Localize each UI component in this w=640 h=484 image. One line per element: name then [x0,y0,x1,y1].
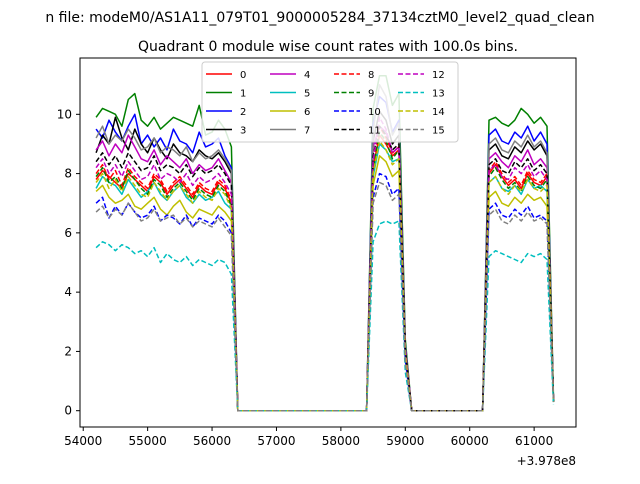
plot-frame [79,57,577,428]
legend-label: 7 [304,126,310,137]
legend-label: 2 [240,107,246,118]
legend-label: 15 [432,126,445,137]
legend-label: 10 [368,107,381,118]
y-tick-label: 2 [64,344,72,358]
x-tick-label: 58000 [322,434,360,448]
y-tick-label: 4 [64,285,72,299]
x-tick-label: 59000 [386,434,424,448]
legend-box [201,61,459,143]
series-line-15 [95,181,555,412]
x-offset-label: +3.978e8 [517,454,576,468]
x-tick-label: 57000 [257,434,295,448]
y-tick-label: 6 [64,226,72,240]
figure-suptitle: n file: modeM0/AS1A11_079T01_9000005284_… [45,10,594,26]
x-tick-label: 55000 [129,434,167,448]
axis-layer: 54000 55000 56000 57000 58000 59000 60000 61000… [57,107,554,448]
series-line-2 [95,95,555,412]
x-tick-label: 56000 [193,434,231,448]
legend-label: 5 [304,89,310,100]
series-layer [95,75,555,412]
legend-label: 8 [368,70,374,81]
legend-label: 3 [240,126,246,137]
x-tick-label: 54000 [64,434,102,448]
legend-label: 9 [368,89,374,100]
legend-label: 12 [432,70,445,81]
legend-label: 14 [432,107,445,118]
legend-label: 1 [240,89,246,100]
x-tick-label: 60000 [451,434,489,448]
y-tick-label: 0 [64,404,72,418]
y-tick-label: 10 [57,107,72,121]
legend-label: 4 [304,70,310,81]
legend-label: 13 [432,89,445,100]
chart-title: Quadrant 0 module wise count rates with … [138,39,518,55]
legend-label: 0 [240,70,246,81]
series-line-11 [95,125,555,412]
y-tick-label: 8 [64,167,72,181]
series-line-14 [95,140,555,412]
x-tick-label: 61000 [515,434,553,448]
legend-label: 11 [368,126,381,137]
legend-label: 6 [304,107,310,118]
